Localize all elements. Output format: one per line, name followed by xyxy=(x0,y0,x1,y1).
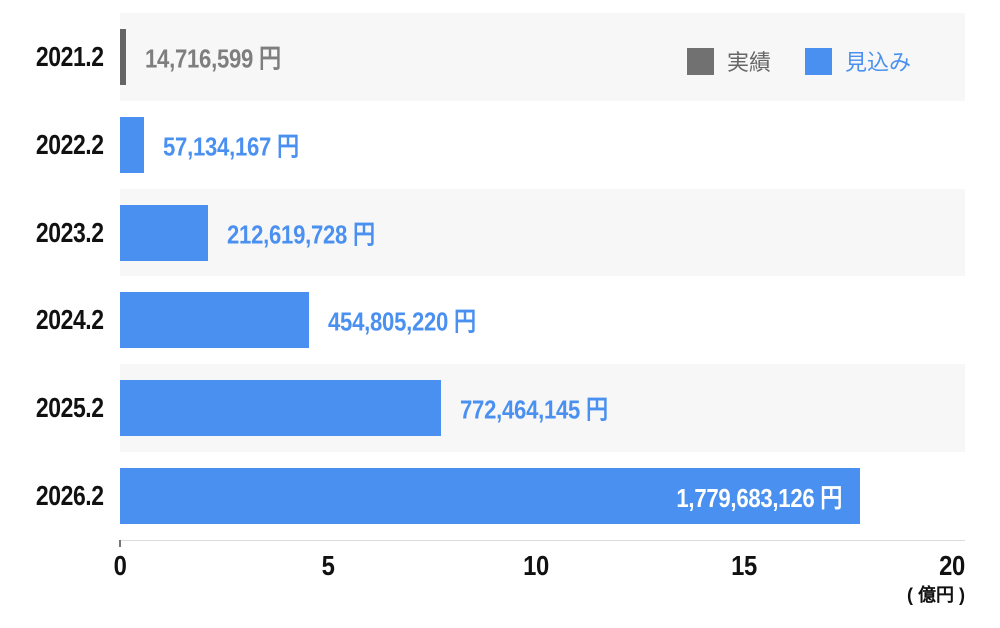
plot-area: 2021.2 14,716,599 円 2022.2 57,134,167 円 2023… xyxy=(36,13,965,541)
x-tick-label: 0 xyxy=(113,550,127,581)
axis-unit-label: ( 億円 ) xyxy=(907,585,965,605)
bar-2026.2[interactable]: 1,779,683,126 円 xyxy=(120,468,861,525)
x-tick-label: 10 xyxy=(523,550,549,581)
category-label: 2025.2 xyxy=(36,392,104,424)
x-tick-label: 15 xyxy=(731,550,757,581)
legend-label-actual: 実績 xyxy=(727,50,772,75)
legend-item-actual[interactable]: 実績 xyxy=(687,45,771,77)
legend-swatch-forecast-icon xyxy=(805,47,833,75)
category-label: 2024.2 xyxy=(36,304,104,336)
legend-label-forecast: 見込み xyxy=(845,50,912,75)
value-label: 212,619,728 円 xyxy=(227,219,376,250)
bar-2021.2[interactable] xyxy=(120,28,127,85)
legend-swatch-actual-icon xyxy=(687,47,714,75)
x-axis: 0 5 10 15 20 xyxy=(114,550,966,582)
bar-2022.2[interactable] xyxy=(120,116,144,173)
category-label: 2022.2 xyxy=(36,128,104,160)
value-label: 14,716,599 円 xyxy=(145,43,281,74)
category-label: 2021.2 xyxy=(36,40,104,72)
bar-2025.2[interactable] xyxy=(120,380,442,437)
chart-row: 2023.2 212,619,728 円 xyxy=(36,188,965,277)
chart-row: 2025.2 772,464,145 円 xyxy=(36,364,965,453)
x-tick-label: 5 xyxy=(321,550,335,581)
value-label: 772,464,145 円 xyxy=(460,394,609,425)
chart-row: 2024.2 454,805,220 円 xyxy=(36,276,965,364)
x-tick-label: 20 xyxy=(939,550,965,581)
value-label: 57,134,167 円 xyxy=(162,131,299,162)
chart-row: 2026.2 1,779,683,126 円 xyxy=(36,452,965,540)
legend-item-forecast[interactable]: 見込み xyxy=(805,45,911,77)
value-label: 454,805,220 円 xyxy=(328,306,477,337)
legend: 実績 見込み xyxy=(687,45,911,77)
value-label: 1,779,683,126 円 xyxy=(676,482,843,513)
category-label: 2023.2 xyxy=(36,216,104,248)
bar-2024.2[interactable] xyxy=(120,292,310,349)
chart-row: 2022.2 57,134,167 円 xyxy=(36,101,965,189)
category-label: 2026.2 xyxy=(36,480,104,512)
bar-2023.2[interactable] xyxy=(120,204,209,261)
axis-origin-tick xyxy=(119,540,121,547)
